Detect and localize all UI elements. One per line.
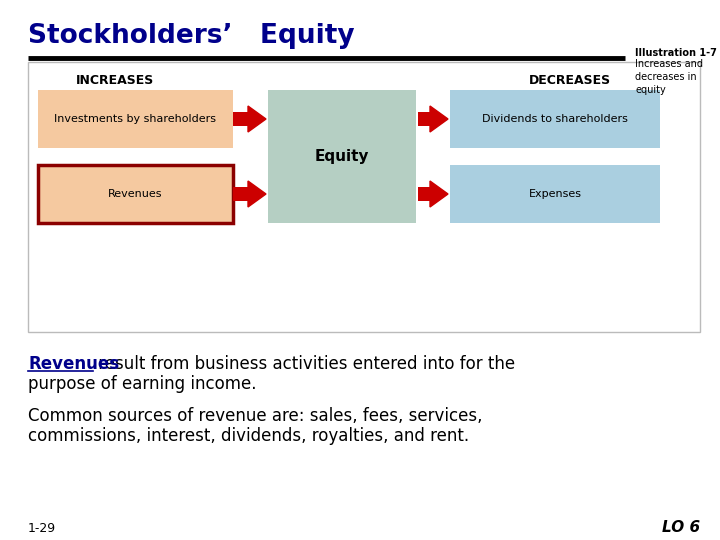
Bar — [233, 187, 248, 201]
Text: result from business activities entered into for the: result from business activities entered … — [93, 355, 515, 373]
Text: Investments by shareholders: Investments by shareholders — [55, 114, 217, 124]
Bar — [450, 90, 660, 148]
Text: Revenues: Revenues — [28, 355, 119, 373]
Polygon shape — [430, 106, 448, 132]
Text: 1-29: 1-29 — [28, 522, 56, 535]
Text: Stockholders’   Equity: Stockholders’ Equity — [28, 23, 355, 49]
Text: Equity: Equity — [315, 149, 369, 164]
Bar — [418, 112, 430, 126]
Bar — [450, 165, 660, 223]
Text: Illustration 1-7: Illustration 1-7 — [635, 48, 717, 58]
Bar — [268, 90, 416, 223]
Text: Increases and
decreases in
equity: Increases and decreases in equity — [635, 59, 703, 96]
Text: Common sources of revenue are: sales, fees, services,: Common sources of revenue are: sales, fe… — [28, 407, 482, 425]
Bar — [38, 90, 233, 148]
Text: INCREASES: INCREASES — [76, 73, 154, 86]
Polygon shape — [248, 106, 266, 132]
Text: commissions, interest, dividends, royalties, and rent.: commissions, interest, dividends, royalt… — [28, 427, 469, 445]
Text: Dividends to shareholders: Dividends to shareholders — [482, 114, 628, 124]
Text: LO 6: LO 6 — [662, 521, 700, 536]
Text: Revenues: Revenues — [108, 189, 163, 199]
Bar — [418, 187, 430, 201]
Polygon shape — [430, 181, 448, 207]
Polygon shape — [248, 181, 266, 207]
Bar — [233, 112, 248, 126]
Text: purpose of earning income.: purpose of earning income. — [28, 375, 256, 393]
Text: DECREASES: DECREASES — [529, 73, 611, 86]
Bar — [28, 62, 700, 332]
Text: Expenses: Expenses — [528, 189, 582, 199]
Bar — [38, 165, 233, 223]
